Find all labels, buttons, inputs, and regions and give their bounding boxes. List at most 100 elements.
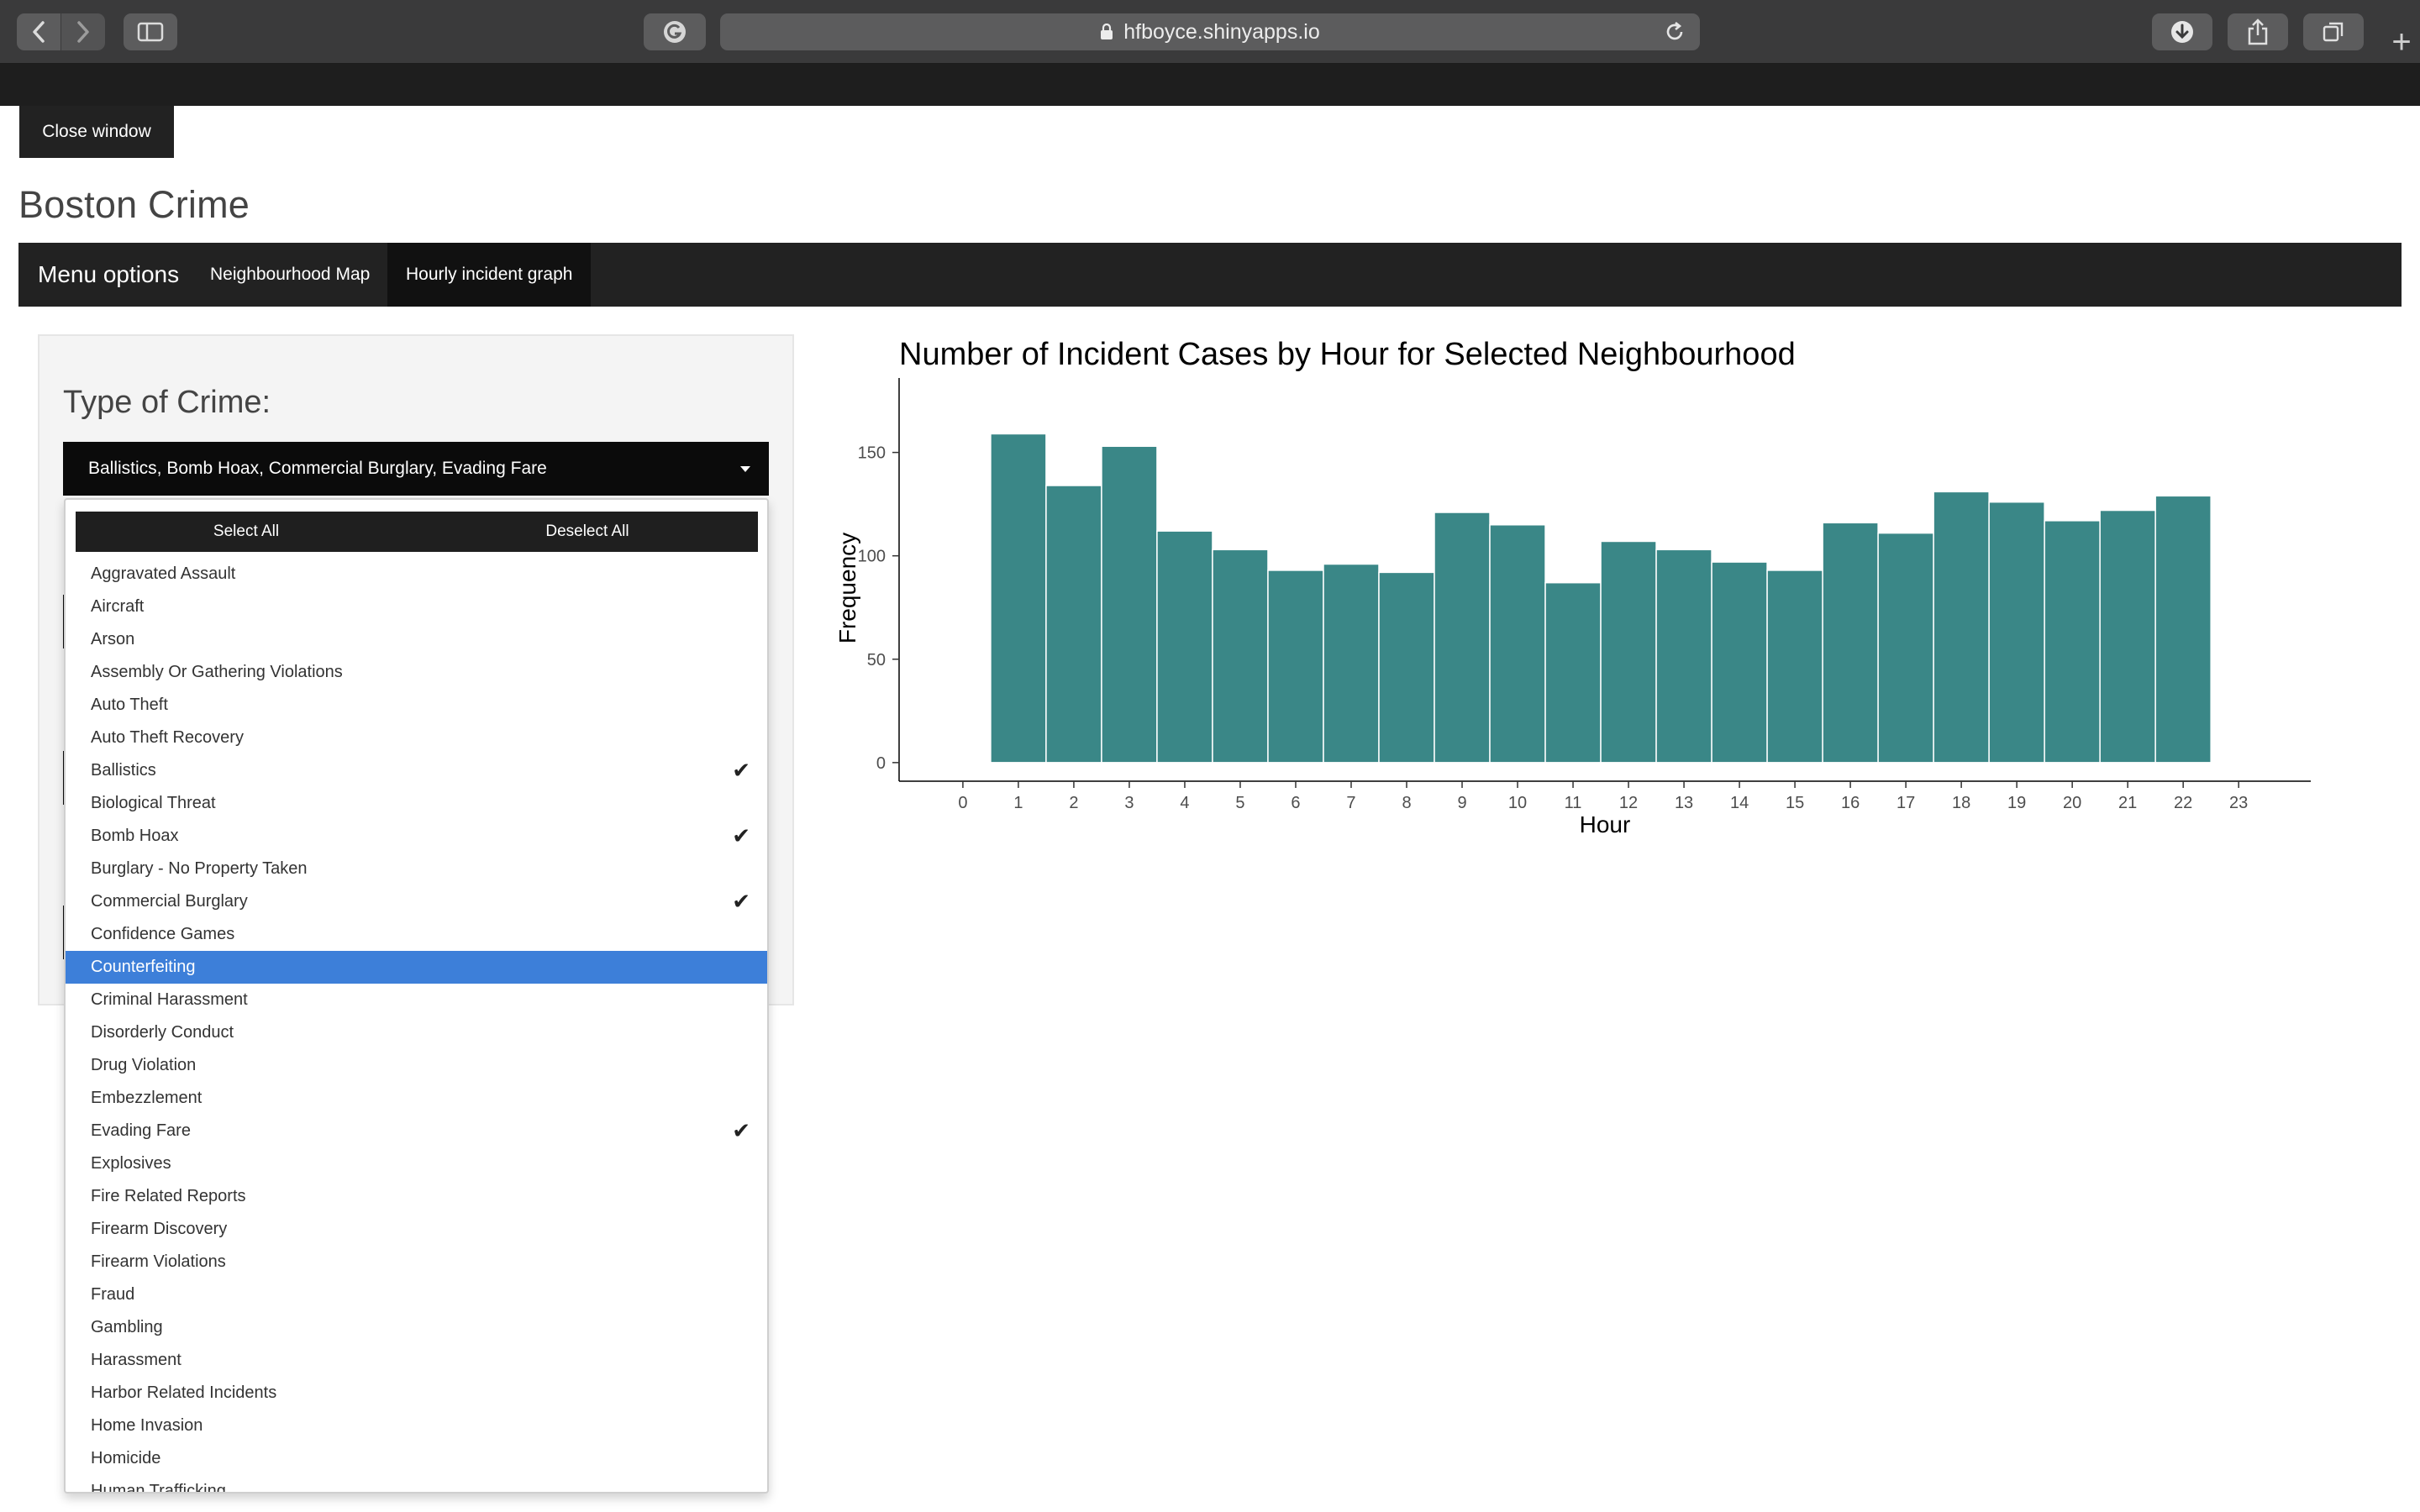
crime-option-label: Auto Theft bbox=[91, 696, 168, 714]
x-tick-label: 14 bbox=[1730, 794, 1749, 812]
bar-hour-8 bbox=[1378, 571, 1435, 764]
y-tick-label: 50 bbox=[867, 651, 886, 669]
reload-icon[interactable] bbox=[1663, 20, 1686, 44]
crime-option[interactable]: Human Trafficking bbox=[66, 1475, 767, 1492]
tab-neighbourhood-map[interactable]: Neighbourhood Map bbox=[210, 265, 371, 284]
downloads-button[interactable] bbox=[2152, 13, 2212, 50]
crime-type-dropdown[interactable]: Select All Deselect All Aggravated Assau… bbox=[64, 498, 769, 1494]
tab-overview-button[interactable] bbox=[2303, 13, 2364, 50]
crime-option[interactable]: Harbor Related Incidents bbox=[66, 1377, 767, 1410]
chart-title: Number of Incident Cases by Hour for Sel… bbox=[899, 337, 1796, 372]
crime-option[interactable]: Auto Theft Recovery bbox=[66, 722, 767, 754]
select-all-button[interactable]: Select All bbox=[213, 522, 280, 540]
crime-option[interactable]: Auto Theft bbox=[66, 689, 767, 722]
bar-hour-15 bbox=[1766, 570, 1823, 764]
navbar-brand[interactable]: Menu options bbox=[38, 261, 180, 287]
bar-hour-14 bbox=[1711, 561, 1768, 764]
x-tick-label: 17 bbox=[1897, 794, 1915, 812]
deselect-all-button[interactable]: Deselect All bbox=[545, 522, 629, 540]
share-icon bbox=[2248, 18, 2268, 45]
close-window-button[interactable]: Close window bbox=[19, 106, 174, 158]
chevron-left-icon bbox=[33, 21, 45, 43]
y-tick-label: 0 bbox=[876, 754, 886, 773]
navbar: Menu options Neighbourhood Map Hourly in… bbox=[18, 243, 2402, 307]
crime-option[interactable]: Firearm Discovery bbox=[66, 1213, 767, 1246]
new-tab-button[interactable]: + bbox=[2391, 24, 2412, 60]
bar-hour-5 bbox=[1212, 549, 1269, 764]
crime-option[interactable]: Explosives bbox=[66, 1147, 767, 1180]
x-tick-label: 9 bbox=[1457, 794, 1466, 812]
crime-option[interactable]: Assembly Or Gathering Violations bbox=[66, 656, 767, 689]
sidebar-icon bbox=[137, 22, 164, 42]
checkmark-icon: ✔ bbox=[732, 758, 750, 783]
bar-hour-13 bbox=[1655, 549, 1712, 764]
crime-option[interactable]: Firearm Violations bbox=[66, 1246, 767, 1278]
crime-option-label: Drug Violation bbox=[91, 1056, 197, 1074]
x-tick-label: 23 bbox=[2229, 794, 2248, 812]
forward-button[interactable] bbox=[61, 13, 105, 50]
crime-option-label: Burglary - No Property Taken bbox=[91, 859, 308, 878]
crime-option[interactable]: Harassment bbox=[66, 1344, 767, 1377]
crime-option[interactable]: Drug Violation bbox=[66, 1049, 767, 1082]
bar-hour-20 bbox=[2044, 520, 2101, 764]
crime-option-label: Homicide bbox=[91, 1449, 161, 1467]
back-button[interactable] bbox=[17, 13, 60, 50]
x-tick-label: 4 bbox=[1180, 794, 1189, 812]
bar-hour-16 bbox=[1822, 522, 1879, 764]
crime-option-label: Firearm Violations bbox=[91, 1252, 226, 1271]
crime-option[interactable]: Fire Related Reports bbox=[66, 1180, 767, 1213]
crime-option[interactable]: Ballistics ✔ bbox=[66, 754, 767, 787]
crime-option[interactable]: Aggravated Assault bbox=[66, 558, 767, 591]
hourly-incident-chart: Number of Incident Cases by Hour for Sel… bbox=[832, 328, 2386, 848]
checkmark-icon: ✔ bbox=[732, 1118, 750, 1143]
x-tick-label: 19 bbox=[2007, 794, 2026, 812]
share-button[interactable] bbox=[2228, 13, 2288, 50]
bar-hour-22 bbox=[2154, 495, 2212, 764]
crime-option-label: Counterfeiting bbox=[91, 958, 196, 976]
grammarly-extension-button[interactable] bbox=[644, 13, 706, 50]
x-tick-label: 10 bbox=[1508, 794, 1527, 812]
bar-hour-1 bbox=[990, 433, 1047, 764]
crime-option[interactable]: Fraud bbox=[66, 1278, 767, 1311]
bar-hour-10 bbox=[1489, 524, 1546, 764]
crime-option[interactable]: Aircraft bbox=[66, 591, 767, 623]
address-bar[interactable]: hfboyce.shinyapps.io bbox=[720, 13, 1700, 50]
crime-option[interactable]: Counterfeiting bbox=[66, 951, 767, 984]
crime-option[interactable]: Commercial Burglary ✔ bbox=[66, 885, 767, 918]
bar-hour-18 bbox=[1933, 491, 1990, 764]
crime-option[interactable]: Gambling bbox=[66, 1311, 767, 1344]
checkmark-icon: ✔ bbox=[732, 889, 750, 914]
bar-hour-17 bbox=[1877, 532, 1934, 764]
x-tick-label: 5 bbox=[1235, 794, 1244, 812]
crime-option[interactable]: Criminal Harassment bbox=[66, 984, 767, 1016]
x-tick-label: 0 bbox=[958, 794, 967, 812]
crime-option[interactable]: Embezzlement bbox=[66, 1082, 767, 1115]
crime-option[interactable]: Biological Threat bbox=[66, 787, 767, 820]
checkmark-icon: ✔ bbox=[732, 823, 750, 848]
grammarly-icon bbox=[664, 21, 686, 43]
tab-strip bbox=[0, 64, 2420, 106]
crime-type-select[interactable]: Ballistics, Bomb Hoax, Commercial Burgla… bbox=[63, 442, 769, 496]
bar-hour-19 bbox=[1988, 501, 2045, 764]
crime-option[interactable]: Disorderly Conduct bbox=[66, 1016, 767, 1049]
lock-icon bbox=[1101, 24, 1113, 39]
crime-options-list: Aggravated Assault Aircraft Arson Assembly … bbox=[66, 558, 767, 1492]
crime-option[interactable]: Homicide bbox=[66, 1442, 767, 1475]
crime-option-label: Assembly Or Gathering Violations bbox=[91, 663, 343, 681]
crime-option-label: Confidence Games bbox=[91, 925, 235, 943]
crime-option-label: Auto Theft Recovery bbox=[91, 728, 244, 747]
crime-option[interactable]: Arson bbox=[66, 623, 767, 656]
download-icon bbox=[2171, 21, 2193, 43]
crime-option-label: Home Invasion bbox=[91, 1416, 203, 1435]
crime-option[interactable]: Burglary - No Property Taken bbox=[66, 853, 767, 885]
crime-option[interactable]: Evading Fare ✔ bbox=[66, 1115, 767, 1147]
crime-option[interactable]: Bomb Hoax ✔ bbox=[66, 820, 767, 853]
sidebar-toggle-button[interactable] bbox=[124, 13, 177, 50]
crime-option[interactable]: Confidence Games bbox=[66, 918, 767, 951]
crime-option-label: Ballistics bbox=[91, 761, 156, 780]
x-axis-label: Hour bbox=[1580, 811, 1631, 837]
bar-hour-12 bbox=[1600, 540, 1657, 764]
tab-hourly-incident-graph[interactable]: Hourly incident graph bbox=[387, 243, 592, 307]
crime-option[interactable]: Home Invasion bbox=[66, 1410, 767, 1442]
x-tick-label: 12 bbox=[1619, 794, 1638, 812]
